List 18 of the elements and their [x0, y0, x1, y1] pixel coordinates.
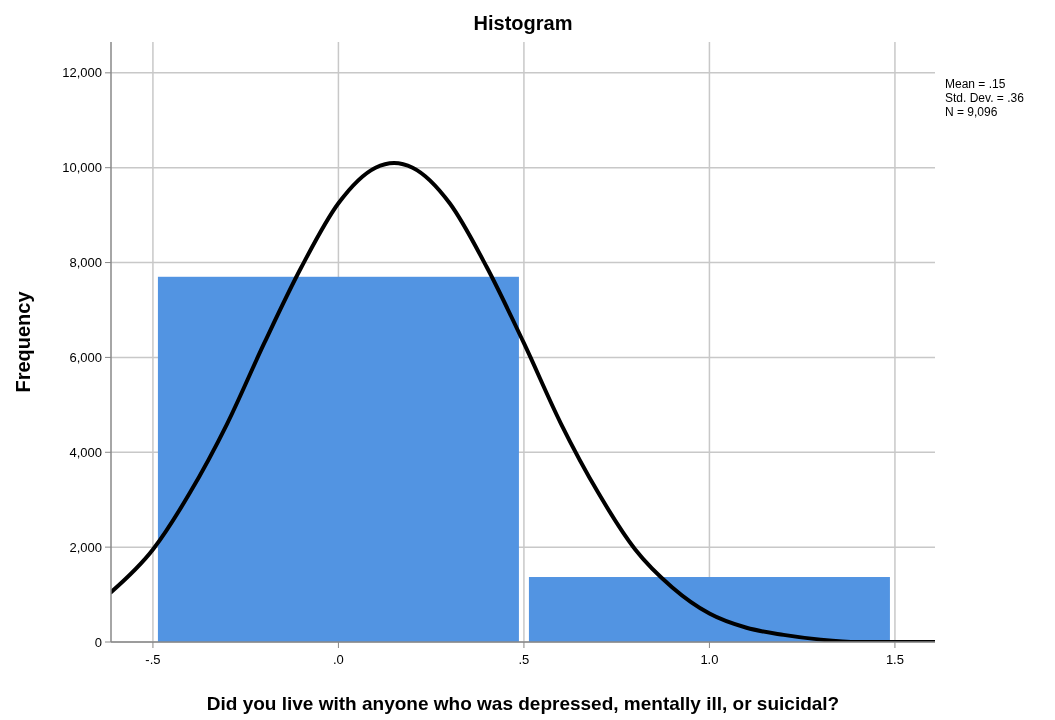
- x-tick-label: 1.0: [700, 652, 719, 667]
- x-tick-label: .0: [333, 652, 344, 667]
- y-tick-label: 10,000: [62, 160, 102, 176]
- y-tick-label: 12,000: [62, 65, 102, 81]
- y-tick-label: 8,000: [69, 255, 102, 271]
- text: Mean = .15: [945, 77, 1006, 91]
- y-tick-label: 4,000: [69, 444, 102, 460]
- x-tick-label: -.5: [145, 652, 161, 667]
- text: Std. Dev. = .36: [945, 91, 1025, 105]
- x-axis-title: Did you live with anyone who was depressed, mentally ill, or suicidal?: [206, 693, 840, 714]
- y-tick-label: 2,000: [69, 539, 102, 555]
- x-tick-label: 1.5: [885, 652, 904, 667]
- chart-title: Histogram: [473, 12, 573, 34]
- text: N = 9,096: [945, 105, 998, 119]
- y-axis-title: Frequency: [12, 290, 34, 393]
- y-tick-label: 0: [94, 634, 102, 650]
- y-tick-label: 6,000: [69, 349, 102, 365]
- x-tick-label: .5: [518, 652, 530, 667]
